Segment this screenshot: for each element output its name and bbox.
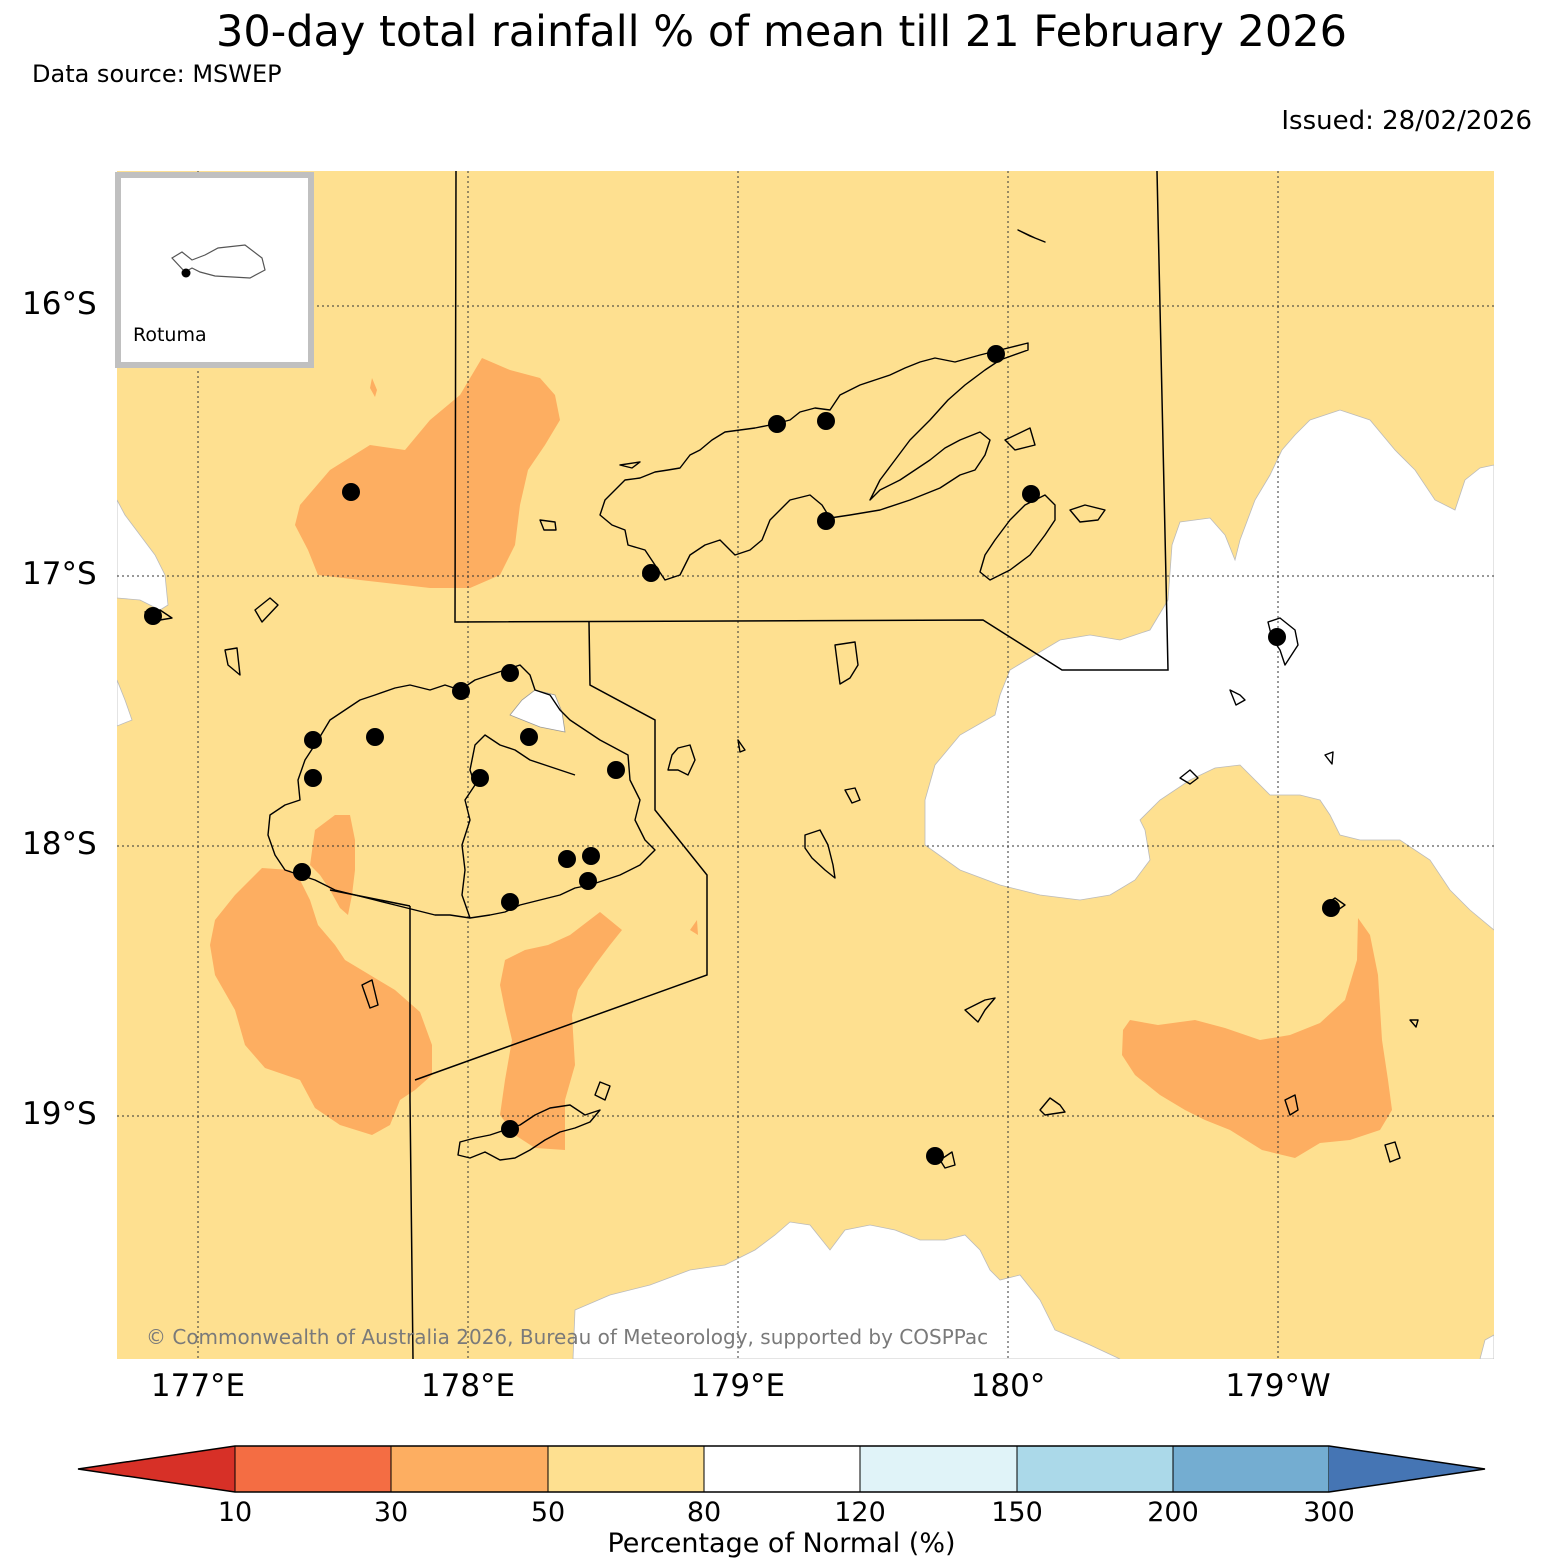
island-o bbox=[1004, 427, 1036, 451]
island-b bbox=[834, 641, 859, 685]
region-80-120-bottomright bbox=[1479, 1334, 1494, 1359]
region-80-120-west-2 bbox=[117, 679, 133, 727]
map-title: 30-day total rainfall % of mean till 21 … bbox=[216, 7, 1347, 57]
island-l bbox=[1229, 689, 1246, 706]
island-f bbox=[1039, 1097, 1066, 1116]
viti-levu-divide bbox=[461, 734, 576, 919]
taveuni-coast bbox=[979, 494, 1056, 581]
colorbar-tick-30: 30 bbox=[373, 1497, 409, 1528]
copyright-notice: © Commonwealth of Australia 2026, Bureau… bbox=[146, 1325, 989, 1349]
colorbar-tick-150: 150 bbox=[991, 1497, 1043, 1528]
island-c bbox=[667, 744, 696, 776]
island-x bbox=[939, 1151, 956, 1169]
island-h bbox=[1179, 769, 1199, 785]
island-t bbox=[737, 739, 746, 753]
lat-label-17s: 17°S bbox=[22, 556, 97, 592]
colorbar-tick-50: 50 bbox=[530, 1497, 566, 1528]
coastlines bbox=[144, 229, 1419, 1169]
lon-label-180: 180° bbox=[970, 1368, 1046, 1404]
region-30-50-north-sliver bbox=[370, 378, 377, 397]
colorbar-tick-10: 10 bbox=[217, 1497, 253, 1528]
kadavu-coast bbox=[457, 1104, 601, 1161]
lat-label-19s: 19°S bbox=[22, 1096, 97, 1132]
island-w bbox=[1409, 1019, 1419, 1028]
lon-label-177e: 177°E bbox=[150, 1368, 246, 1404]
viti-levu-coast bbox=[267, 664, 656, 919]
colorbar-tick-200: 200 bbox=[1147, 1497, 1199, 1528]
colorbar-tick-80: 80 bbox=[686, 1497, 722, 1528]
colorbar-title: Percentage of Normal (%) bbox=[607, 1528, 956, 1559]
rotuma-island bbox=[171, 244, 266, 279]
region-80-120-west bbox=[117, 499, 169, 611]
region-30-50-southwest bbox=[210, 868, 432, 1135]
lat-label-18s: 18°S bbox=[22, 826, 97, 862]
island-r bbox=[254, 597, 279, 623]
island-e bbox=[964, 997, 996, 1023]
issued-date: Issued: 28/02/2026 bbox=[1281, 106, 1532, 136]
stations bbox=[144, 345, 1340, 1165]
region-80-120-south bbox=[572, 1221, 1121, 1359]
lon-label-178e: 178°E bbox=[420, 1368, 516, 1404]
island-v bbox=[1324, 751, 1334, 765]
island-i bbox=[1284, 1094, 1299, 1116]
lon-label-179e: 179°E bbox=[690, 1368, 786, 1404]
region-80-120-vanua bbox=[509, 689, 566, 733]
region-30-50-northwest bbox=[295, 358, 560, 588]
island-p bbox=[1069, 504, 1106, 523]
lat-label-16s: 16°S bbox=[22, 286, 97, 322]
island-d bbox=[804, 829, 836, 879]
vanua-levu-coast bbox=[599, 342, 1029, 581]
island-z bbox=[619, 461, 641, 469]
rotuma-inset: Rotuma bbox=[115, 172, 314, 368]
graticule bbox=[117, 171, 1494, 1359]
island-u bbox=[844, 787, 861, 804]
island-q bbox=[224, 647, 241, 676]
colorbar-tick-120: 120 bbox=[834, 1497, 886, 1528]
island-m bbox=[361, 979, 379, 1009]
inset-label: Rotuma bbox=[133, 324, 207, 346]
division-boundaries bbox=[329, 171, 1169, 1359]
island-a bbox=[1017, 229, 1046, 243]
island-j bbox=[1384, 1141, 1401, 1163]
region-30-50-viti-west bbox=[310, 815, 355, 915]
region-30-50-small bbox=[690, 920, 698, 935]
data-source: Data source: MSWEP bbox=[32, 60, 282, 88]
region-80-120-east bbox=[924, 409, 1494, 931]
island-n bbox=[594, 1081, 611, 1101]
region-30-50-south bbox=[500, 912, 622, 1150]
region-30-50-east bbox=[1122, 918, 1392, 1158]
lon-label-179w: 179°W bbox=[1225, 1368, 1331, 1404]
island-y bbox=[539, 519, 557, 531]
map-frame bbox=[117, 171, 1494, 1359]
colorbar-tick-300: 300 bbox=[1303, 1497, 1355, 1528]
